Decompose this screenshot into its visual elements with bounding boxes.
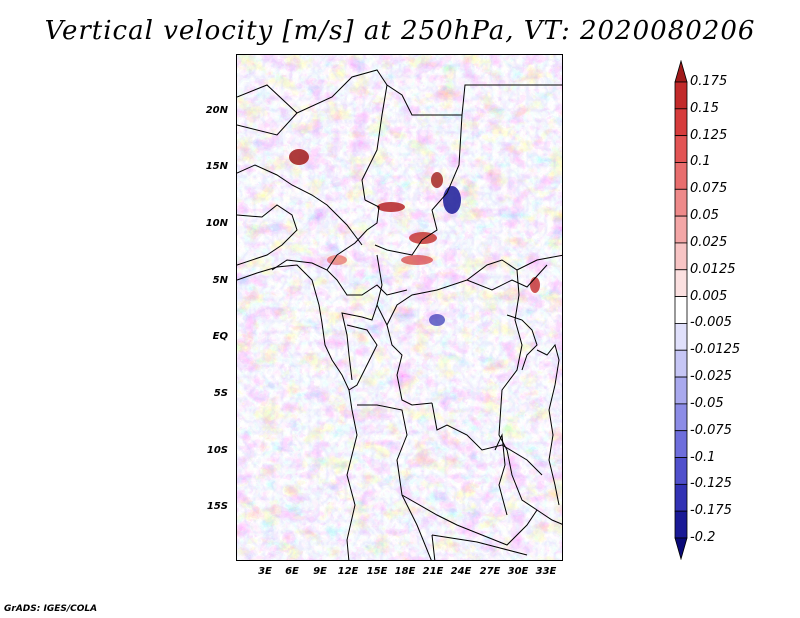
colorbar-bin (674, 323, 688, 351)
colorbar-tick-label: -0.1 (690, 449, 716, 465)
lon-label-15E: 15E (366, 566, 388, 577)
colorbar-bin (674, 457, 688, 485)
colorbar-bin (674, 296, 688, 324)
colorbar-tick-label: -0.075 (690, 422, 732, 438)
map-panel (236, 54, 563, 561)
lat-label-15N: 15N (205, 161, 228, 172)
colorbar-tick-label: 0.005 (690, 288, 728, 304)
lat-label-10S: 10S (206, 445, 228, 456)
colorbar-tick-label: 0.075 (690, 181, 728, 197)
lon-label-6E: 6E (285, 566, 299, 577)
lat-label-5N: 5N (212, 275, 228, 286)
colorbar-bin (674, 537, 688, 560)
colorbar-bin (674, 188, 688, 217)
colorbar (674, 60, 688, 560)
colorbar-bin (674, 510, 688, 539)
colorbar-tick-label: -0.0125 (690, 342, 741, 358)
lon-label-27E: 27E (479, 566, 501, 577)
lon-label-33E: 33E (535, 566, 557, 577)
country-boundaries (237, 69, 562, 560)
lat-label-10N: 10N (205, 218, 228, 229)
colorbar-tick-label: 0.0125 (690, 261, 736, 277)
lon-label-9E: 9E (313, 566, 327, 577)
colorbar-bin (674, 215, 688, 244)
colorbar-tick-label: 0.05 (690, 208, 719, 224)
lon-label-18E: 18E (394, 566, 416, 577)
colorbar-bin (674, 376, 688, 405)
colorbar-bin (674, 483, 688, 512)
colorbar-bin (674, 403, 688, 432)
chart-title: Vertical velocity [m/s] at 250hPa, VT: 2… (44, 16, 756, 46)
colorbar-tick-label: -0.125 (690, 476, 732, 492)
lat-label-5S: 5S (213, 388, 228, 399)
colorbar-tick-label: 0.125 (690, 127, 728, 143)
grads-credit: GrADS: IGES/COLA (4, 604, 98, 614)
lat-label-20N: 20N (205, 105, 228, 116)
lon-label-30E: 30E (507, 566, 529, 577)
lon-label-21E: 21E (422, 566, 444, 577)
lat-label-15S: 15S (206, 501, 228, 512)
colorbar-bin (674, 135, 688, 163)
colorbar-bin (674, 108, 688, 137)
lon-label-3E: 3E (258, 566, 272, 577)
colorbar-bin (674, 349, 688, 378)
colorbar-tick-label: -0.025 (690, 369, 732, 385)
colorbar-bin (674, 242, 688, 271)
colorbar-tick-label: 0.025 (690, 234, 728, 250)
colorbar-tick-label: 0.175 (690, 74, 728, 89)
colorbar-bin (674, 162, 688, 190)
colorbar-tick-label: -0.175 (690, 503, 732, 519)
colorbar-bin (674, 269, 688, 297)
colorbar-tick-label: -0.05 (690, 395, 724, 411)
colorbar-bin (674, 60, 688, 83)
coastline (237, 264, 560, 516)
colorbar-tick-label: -0.005 (690, 315, 732, 331)
vertical-velocity-map (237, 55, 562, 560)
colorbar-tick-label: 0.15 (690, 100, 719, 116)
lon-label-12E: 12E (337, 566, 359, 577)
lat-label-EQ: EQ (212, 331, 228, 342)
colorbar-tick-label: 0.1 (690, 154, 711, 170)
lon-label-24E: 24E (450, 566, 472, 577)
colorbar-tick-label: -0.2 (690, 530, 716, 545)
colorbar-bin (674, 430, 688, 458)
colorbar-bin (674, 81, 688, 110)
